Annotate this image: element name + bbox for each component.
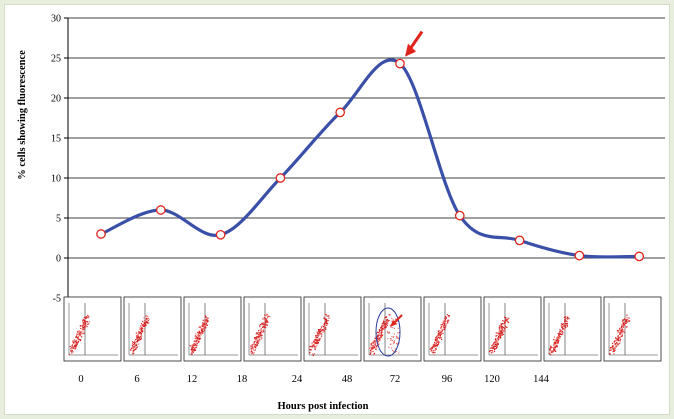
facs-inset-frame	[243, 296, 302, 362]
highlight-ellipse	[375, 307, 401, 357]
facs-dot-cloud	[308, 313, 330, 357]
gridlines	[68, 17, 665, 259]
data-point-12h	[215, 229, 226, 240]
facs-inset-2	[183, 296, 242, 362]
y-tick-label-2: 5	[56, 214, 61, 225]
x-axis-label: Hours post infection	[277, 401, 368, 412]
x-category-labels: 0 6 12 18 24 48 72 96 120 144	[78, 374, 549, 385]
inset-arrow-head	[390, 320, 397, 327]
facs-dot-cloud	[189, 315, 209, 355]
facs-inset-frame	[483, 296, 542, 362]
facs-dot-cloud	[368, 314, 400, 356]
facs-inset-frame	[123, 296, 182, 362]
data-point-144h	[634, 251, 645, 262]
data-point-0h	[96, 229, 106, 239]
y-tick-label-1: 0	[56, 254, 61, 265]
facs-inset-6	[423, 296, 482, 362]
y-tick-labels: -5 0 5 10 15 20 25 30	[51, 14, 61, 305]
series-line	[100, 58, 640, 259]
series-group	[96, 58, 645, 262]
peak-arrow-head	[405, 43, 416, 57]
y-tick-label-0: -5	[53, 294, 61, 305]
y-tick-label-5: 20	[51, 94, 61, 105]
facs-dot-cloud	[609, 314, 631, 355]
data-point-24h	[335, 107, 346, 118]
x-category-label-18: 18	[237, 374, 248, 385]
facs-dot-cloud	[250, 313, 271, 355]
facs-inset-frame	[303, 296, 362, 362]
x-category-label-48: 48	[342, 374, 353, 385]
data-point-48h	[395, 58, 405, 69]
facs-inset-4	[303, 296, 362, 362]
facs-dot-cloud	[129, 315, 150, 355]
x-category-label-0: 0	[78, 374, 83, 385]
y-tick-label-3: 10	[51, 174, 61, 185]
facs-inset-5	[363, 296, 422, 362]
x-category-label-120: 120	[484, 374, 500, 385]
facs-inset-0	[63, 296, 122, 362]
facs-insets	[63, 296, 662, 362]
chart-frame: -5 0 5 10 15 20 25 30 0 6 12 18 24 48 72 96 120 144 % ce…	[4, 4, 670, 415]
facs-inset-1	[123, 296, 182, 362]
x-category-label-144: 144	[533, 374, 550, 385]
facs-inset-7	[483, 296, 542, 362]
x-category-label-96: 96	[442, 374, 453, 385]
facs-dot-cloud	[429, 314, 450, 356]
facs-inset-9	[603, 296, 662, 362]
y-tick-label-4: 15	[51, 134, 61, 145]
data-point-72h	[454, 210, 465, 221]
annotations	[405, 30, 424, 57]
data-point-18h	[275, 173, 286, 183]
facs-inset-3	[243, 296, 302, 362]
data-point-120h	[574, 250, 585, 261]
axes	[64, 17, 69, 299]
data-point-6h	[155, 205, 166, 215]
facs-dot-cloud	[548, 316, 570, 355]
facs-inset-frame	[63, 296, 122, 362]
x-category-label-72: 72	[390, 374, 401, 385]
fluorescence-line-chart: -5 0 5 10 15 20 25 30 0 6 12 18 24 48 72 96 120 144 % ce…	[17, 14, 665, 412]
y-tick-label-6: 25	[51, 54, 61, 65]
x-category-label-6: 6	[134, 374, 139, 385]
peak-arrow-shaft	[409, 30, 424, 49]
facs-dot-cloud	[68, 314, 90, 355]
y-tick-label-7: 30	[51, 14, 61, 25]
facs-inset-8	[543, 296, 602, 362]
facs-inset-frame	[423, 296, 482, 362]
y-axis-label: % cells showing fluorescence	[17, 50, 28, 180]
data-point-96h	[514, 235, 525, 246]
x-category-label-24: 24	[292, 374, 303, 385]
facs-dot-cloud	[488, 316, 510, 354]
x-category-label-12: 12	[187, 374, 198, 385]
